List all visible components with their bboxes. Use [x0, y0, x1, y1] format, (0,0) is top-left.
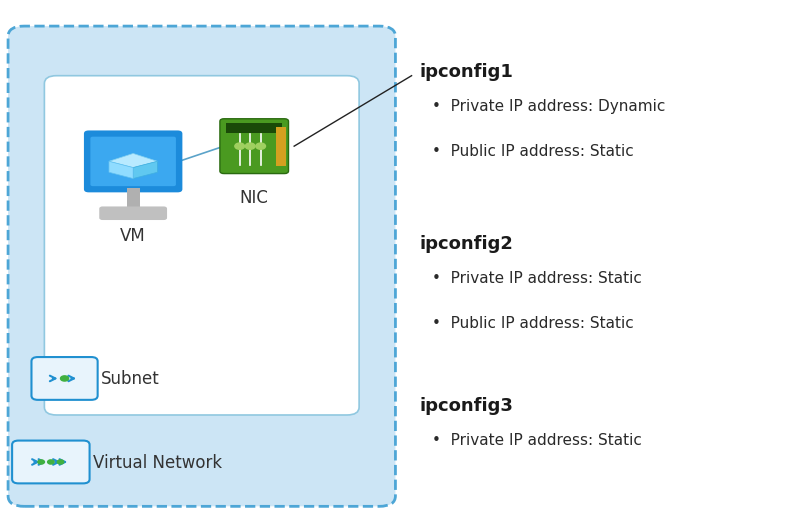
Bar [127, 188, 140, 210]
FancyBboxPatch shape [99, 206, 167, 220]
Text: Virtual Network: Virtual Network [93, 454, 222, 472]
Text: NIC: NIC [240, 189, 269, 207]
Polygon shape [133, 161, 157, 179]
Circle shape [245, 143, 255, 149]
Text: •  Public IP address: Static: • Public IP address: Static [432, 144, 633, 159]
Circle shape [256, 143, 266, 149]
Text: ipconfig3: ipconfig3 [420, 397, 513, 414]
Circle shape [38, 460, 44, 464]
Circle shape [57, 460, 64, 464]
Text: ipconfig2: ipconfig2 [420, 235, 513, 253]
FancyBboxPatch shape [84, 130, 182, 192]
Polygon shape [109, 161, 133, 179]
Bar [276, 127, 286, 166]
Polygon shape [109, 153, 157, 168]
Circle shape [235, 143, 245, 149]
Text: ipconfig1: ipconfig1 [420, 63, 513, 80]
Text: Subnet: Subnet [101, 371, 160, 388]
Text: •  Public IP address: Static: • Public IP address: Static [432, 316, 633, 331]
Circle shape [48, 460, 54, 464]
Text: •  Private IP address: Dynamic: • Private IP address: Dynamic [432, 99, 665, 114]
Text: •  Private IP address: Static: • Private IP address: Static [432, 271, 642, 287]
FancyBboxPatch shape [12, 441, 90, 483]
Circle shape [61, 376, 69, 381]
FancyBboxPatch shape [31, 357, 98, 400]
FancyBboxPatch shape [90, 137, 176, 186]
FancyBboxPatch shape [44, 76, 359, 415]
FancyBboxPatch shape [8, 26, 395, 506]
FancyBboxPatch shape [220, 119, 289, 173]
Bar [226, 124, 282, 133]
Text: VM: VM [120, 227, 146, 245]
Text: •  Private IP address: Static: • Private IP address: Static [432, 433, 642, 448]
